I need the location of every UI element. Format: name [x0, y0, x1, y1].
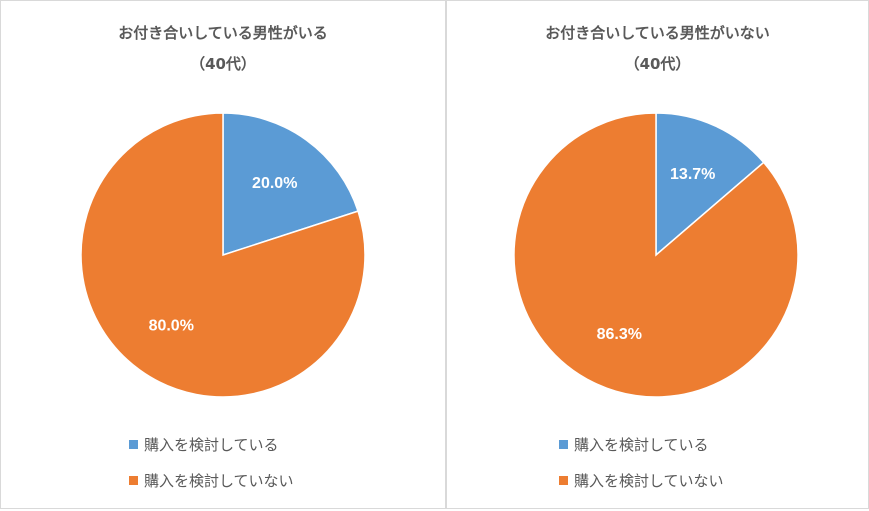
- legend-item-not-considering: 購入を検討していない: [559, 470, 724, 490]
- pie-data-label-1: 86.3%: [597, 326, 642, 343]
- legend-item-considering: 購入を検討している: [559, 434, 709, 454]
- legend-label: 購入を検討していない: [574, 471, 724, 490]
- pie-slice-0: [655, 112, 765, 257]
- pie-data-label-0: 20.0%: [252, 175, 297, 192]
- pie-slice-0: [222, 112, 359, 257]
- pie-slice-1: [513, 112, 799, 398]
- legend-swatch-orange: [129, 475, 138, 485]
- pie-chart: 20.0% 80.0%: [80, 112, 366, 398]
- chart-panel-with-partner: お付き合いしている男性がいる （40代） 20.0% 80.0% 購入を検討してい…: [0, 0, 446, 509]
- chart-title-line2: （40代）: [190, 55, 256, 73]
- legend-item-considering: 購入を検討している: [129, 434, 279, 454]
- legend-label: 購入を検討している: [144, 435, 279, 454]
- chart-panel-without-partner: お付き合いしている男性がいない （40代） 13.7% 86.3% 購入を検討して…: [446, 0, 869, 509]
- pie-slice-1: [80, 112, 366, 398]
- chart-title-line1: お付き合いしている男性がいる: [118, 24, 328, 42]
- pie-data-label-0: 13.7%: [670, 166, 715, 183]
- legend-swatch-orange: [559, 475, 568, 485]
- chart-title-line2: （40代）: [624, 55, 691, 73]
- legend-item-not-considering: 購入を検討していない: [129, 470, 294, 490]
- pie-data-label-1: 80.0%: [149, 317, 194, 334]
- chart-title-line1: お付き合いしている男性がいない: [545, 24, 770, 42]
- pie-chart: 13.7% 86.3%: [513, 112, 799, 398]
- legend-label: 購入を検討していない: [144, 471, 294, 490]
- legend-swatch-blue: [559, 439, 568, 449]
- legend-swatch-blue: [129, 439, 138, 449]
- legend-label: 購入を検討している: [574, 435, 709, 454]
